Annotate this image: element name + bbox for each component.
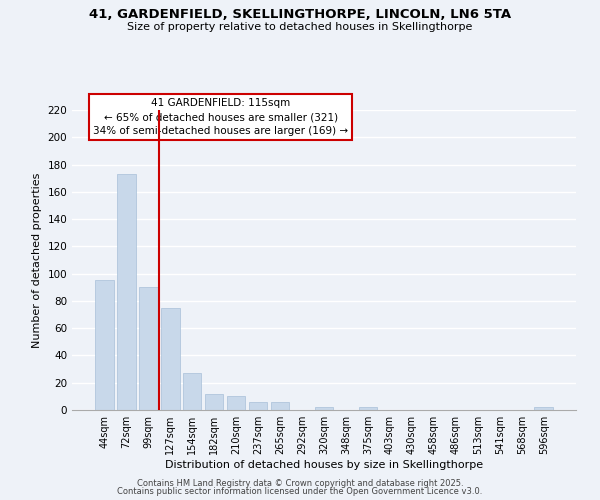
Bar	[535, 408, 553, 410]
Bar	[314, 408, 334, 410]
Text: Size of property relative to detached houses in Skellingthorpe: Size of property relative to detached ho…	[127, 22, 473, 32]
Text: Contains public sector information licensed under the Open Government Licence v3: Contains public sector information licen…	[118, 487, 482, 496]
Bar	[161, 308, 179, 410]
Bar	[249, 402, 268, 410]
Text: 41 GARDENFIELD: 115sqm
← 65% of detached houses are smaller (321)
34% of semi-de: 41 GARDENFIELD: 115sqm ← 65% of detached…	[93, 98, 348, 136]
Bar	[117, 174, 136, 410]
Bar	[183, 373, 202, 410]
Bar	[227, 396, 245, 410]
Y-axis label: Number of detached properties: Number of detached properties	[32, 172, 42, 348]
Text: 41, GARDENFIELD, SKELLINGTHORPE, LINCOLN, LN6 5TA: 41, GARDENFIELD, SKELLINGTHORPE, LINCOLN…	[89, 8, 511, 20]
Bar	[95, 280, 113, 410]
X-axis label: Distribution of detached houses by size in Skellingthorpe: Distribution of detached houses by size …	[165, 460, 483, 470]
Bar	[139, 288, 158, 410]
Bar	[205, 394, 223, 410]
Bar	[359, 408, 377, 410]
Bar	[271, 402, 289, 410]
Text: Contains HM Land Registry data © Crown copyright and database right 2025.: Contains HM Land Registry data © Crown c…	[137, 478, 463, 488]
